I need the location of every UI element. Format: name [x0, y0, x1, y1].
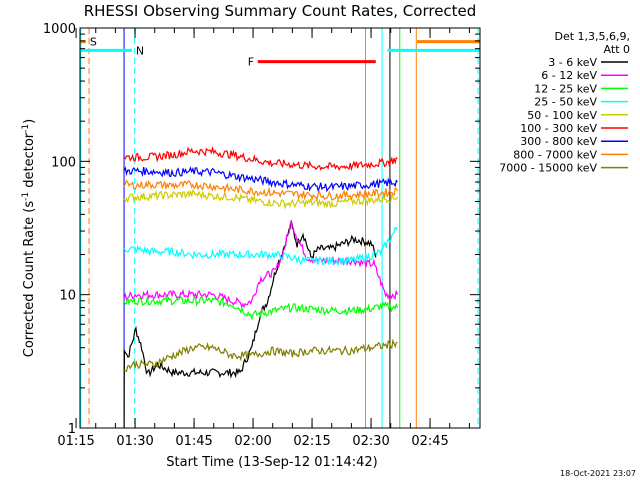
legend-entry-label: 6 - 12 keV: [541, 69, 597, 82]
x-tick-label: 02:45: [411, 434, 448, 449]
legend-header-2: Att 0: [604, 43, 630, 56]
y-axis-label: Corrected Count Rate (s-1 detector-1): [21, 119, 37, 357]
y-label-end: ): [22, 119, 37, 124]
x-tick-label: 02:30: [352, 434, 389, 449]
series-line: [123, 179, 398, 201]
y-label-main: Corrected Count Rate (s: [22, 201, 37, 358]
legend-entry-label: 50 - 100 keV: [527, 109, 597, 122]
x-tick-label: 01:15: [57, 434, 94, 449]
chart-title: RHESSI Observing Summary Count Rates, Co…: [84, 2, 477, 20]
y-tick-label: 100: [51, 155, 76, 170]
x-tick-label: 01:45: [175, 434, 212, 449]
y-tick-label: 1000: [43, 22, 76, 37]
y-label-sup-1: -1: [21, 192, 31, 201]
y-label-mid: detector: [22, 132, 37, 192]
axes: 1 10 100 1000 01:15 01:30 01:45 02:00 02:15 02:30…: [43, 22, 480, 449]
series-line: [123, 189, 398, 210]
series-line: [123, 145, 398, 172]
y-tick-label: 1: [68, 422, 76, 437]
x-axis-label: Start Time (13-Sep-12 01:14:42): [166, 455, 377, 470]
plot-area: S N F 1 10 100 1000 01:15 01:30 01:45 02:00 02:15 0…: [43, 22, 481, 449]
legend-entry-label: 100 - 300 keV: [520, 122, 597, 135]
flag-bar-label: S: [90, 36, 97, 49]
series-line: [123, 338, 398, 373]
x-tick-label: 02:00: [234, 434, 271, 449]
footer-timestamp: 18-Oct-2021 23:07: [560, 469, 636, 478]
legend-entry-label: 3 - 6 keV: [548, 56, 597, 69]
series-line: [123, 295, 398, 321]
legend-header-1: Det 1,3,5,6,9,: [554, 30, 630, 43]
legend-entry-label: 7000 - 15000 keV: [499, 162, 597, 175]
legend-entry-label: 800 - 7000 keV: [513, 148, 597, 161]
series-lines: [123, 145, 398, 429]
y-tick-label: 10: [59, 289, 76, 304]
x-tick-label: 02:15: [293, 434, 330, 449]
flag-bar-label: F: [248, 56, 254, 69]
series-line: [123, 220, 377, 429]
legend-entry-label: 12 - 25 keV: [534, 82, 597, 95]
x-tick-label: 01:30: [116, 434, 153, 449]
series-line: [123, 226, 398, 267]
y-label-sup-2: -1: [21, 124, 31, 133]
legend-entry-label: 300 - 800 keV: [520, 135, 597, 148]
flag-bar-label: N: [136, 44, 144, 57]
legend-entry-label: 25 - 50 keV: [534, 96, 597, 109]
plot-frame: [79, 27, 481, 429]
flag-bars: S N F: [80, 36, 480, 69]
series-line: [123, 166, 398, 193]
